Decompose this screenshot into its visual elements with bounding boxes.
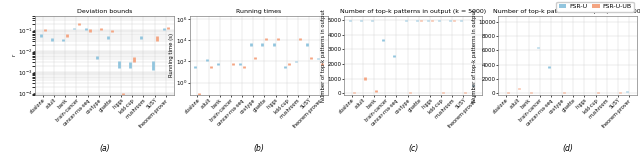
Y-axis label: Number of top-k patterns in output: Number of top-k patterns in output xyxy=(472,9,477,102)
Text: (b): (b) xyxy=(253,144,264,153)
Y-axis label: r: r xyxy=(12,54,17,56)
Title: Number of top-k patterns in output (k = 5000): Number of top-k patterns in output (k = … xyxy=(340,9,486,14)
Text: (a): (a) xyxy=(99,144,109,153)
Y-axis label: Running time (s): Running time (s) xyxy=(169,33,174,77)
Text: (c): (c) xyxy=(408,144,419,153)
Title: Running times: Running times xyxy=(236,9,282,14)
Y-axis label: Number of top-k patterns in output: Number of top-k patterns in output xyxy=(321,9,326,102)
Title: Number of top-k patterns in output (k = 10000): Number of top-k patterns in output (k = … xyxy=(493,9,640,14)
Title: Deviation bounds: Deviation bounds xyxy=(77,9,132,14)
Text: (d): (d) xyxy=(562,144,573,153)
Legend: FSR-U, FSR-U-UB: FSR-U, FSR-U-UB xyxy=(556,2,634,12)
